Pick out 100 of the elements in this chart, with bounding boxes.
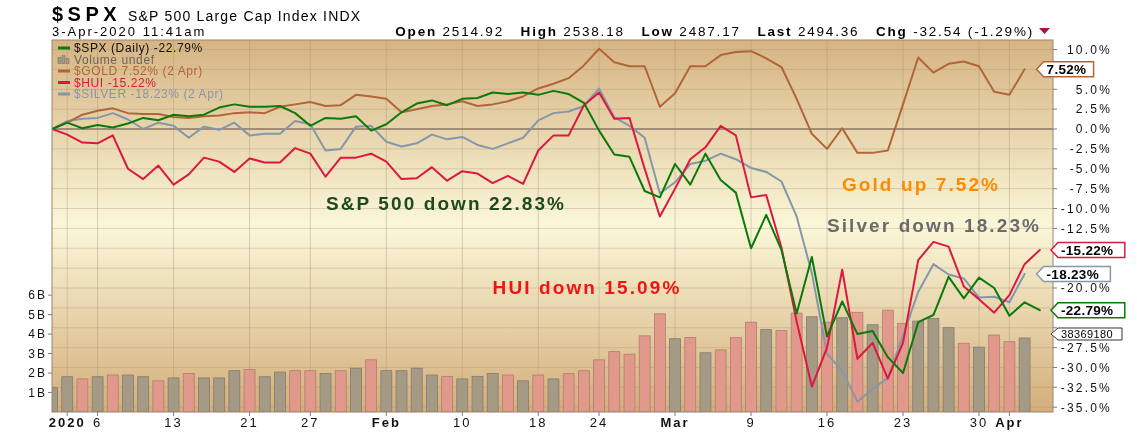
y2-tick-label: 6B — [28, 288, 47, 303]
bar — [441, 375, 453, 412]
x-tick-label: 2020 — [48, 415, 86, 430]
y-tick-label: -10.0% — [1060, 201, 1112, 216]
bar — [289, 370, 302, 412]
bar — [182, 373, 195, 412]
bar — [593, 359, 605, 412]
y2-tick-label: 5B — [28, 307, 47, 322]
bar — [623, 353, 636, 412]
bar — [532, 374, 545, 412]
bar — [258, 376, 271, 412]
x-tick-label: 30 — [969, 415, 989, 430]
legend-label: $SPX (Daily) -22.79% — [74, 41, 203, 55]
bar — [152, 380, 165, 412]
legend-label: $SILVER -18.23% (2 Apr) — [74, 87, 224, 101]
bar — [775, 330, 788, 412]
y-tick-label: 5.0% — [1075, 82, 1112, 97]
bar — [578, 370, 590, 412]
x-tick-label: 6 — [92, 415, 103, 430]
bar — [912, 320, 925, 412]
data-label: -18.23% — [1046, 266, 1099, 282]
bar — [942, 327, 955, 412]
y-tick-label: -27.5% — [1060, 340, 1112, 355]
bar — [228, 370, 241, 412]
bar — [410, 367, 423, 412]
bar — [1003, 341, 1016, 412]
bar — [562, 373, 575, 412]
bar — [836, 317, 849, 412]
bar — [638, 335, 651, 412]
y-tick-label: -5.0% — [1069, 162, 1112, 177]
bar — [274, 371, 286, 412]
y2-tick-label: 2B — [28, 366, 47, 381]
bar — [745, 321, 757, 412]
bar — [547, 378, 560, 412]
y-tick-label: 2.5% — [1075, 102, 1112, 117]
x-tick-label: 27 — [301, 415, 320, 430]
bar — [471, 375, 484, 412]
bar — [729, 337, 742, 412]
x-tick-label: 10 — [453, 415, 472, 430]
bar — [167, 377, 180, 412]
y2-tick-label: 3B — [28, 346, 47, 361]
y-tick-label: -32.5% — [1060, 380, 1112, 395]
bar — [91, 376, 104, 412]
bar — [395, 370, 408, 412]
y-tick-label: -30.0% — [1060, 360, 1112, 375]
bar — [319, 373, 332, 412]
x-tick-label: 23 — [893, 415, 913, 430]
bar — [61, 376, 74, 412]
bar — [517, 380, 529, 412]
legend-label: $GOLD 7.52% (2 Apr) — [74, 64, 203, 78]
data-label: 7.52% — [1046, 62, 1087, 78]
bar — [1018, 337, 1031, 412]
bar — [988, 334, 1001, 412]
bar — [699, 352, 712, 412]
bar — [137, 376, 150, 412]
bar — [213, 377, 226, 412]
x-tick-label: 24 — [589, 415, 609, 430]
y-tick-label: -7.5% — [1069, 181, 1112, 196]
bar — [927, 318, 940, 412]
text: 38369180 — [1061, 327, 1114, 340]
bar — [760, 329, 773, 412]
text: Open 2514.92 High 2538.18 Low 2487.17 Last 2494.36 Chg -32.54 (-1.29%) — [395, 24, 1034, 39]
bar — [198, 377, 210, 412]
bar — [714, 349, 727, 412]
bar — [973, 346, 985, 412]
bar — [334, 370, 347, 412]
bar — [365, 359, 377, 412]
annotation: S&P 500 down 22.83% — [325, 193, 567, 214]
chart-subtitle: S&P 500 Large Cap Index INDX — [128, 8, 362, 24]
bar — [426, 374, 438, 412]
bar — [243, 369, 256, 412]
bar — [805, 316, 818, 412]
text: 3-Apr-2020 11:41am — [52, 24, 207, 39]
bar — [881, 309, 894, 412]
bar — [790, 312, 803, 412]
annotation: HUI down 15.09% — [492, 277, 682, 298]
bar — [304, 370, 317, 412]
bar — [957, 342, 970, 412]
y2-tick-label: 1B — [28, 385, 47, 400]
bar — [106, 374, 119, 412]
x-tick-label: Mar — [660, 415, 690, 430]
bar — [669, 338, 681, 412]
bar — [76, 378, 89, 412]
bar — [653, 313, 666, 412]
x-tick-label: Feb — [371, 415, 401, 430]
bar — [684, 337, 697, 412]
x-tick-label: 18 — [529, 415, 548, 430]
x-tick-label: 9 — [746, 415, 756, 430]
bar — [380, 370, 393, 412]
bar — [122, 374, 134, 412]
x-tick-label: 16 — [817, 415, 837, 430]
y-tick-label: -20.0% — [1060, 281, 1112, 296]
bar — [456, 378, 469, 412]
y2-tick-label: 4B — [28, 327, 47, 342]
data-label: -22.79% — [1061, 302, 1114, 318]
chart-title: $SPX — [52, 3, 122, 25]
x-tick-label: 13 — [164, 415, 183, 430]
y-tick-label: -35.0% — [1060, 400, 1112, 415]
y-tick-label: 0.0% — [1075, 122, 1112, 137]
x-tick-label: 21 — [240, 415, 259, 430]
